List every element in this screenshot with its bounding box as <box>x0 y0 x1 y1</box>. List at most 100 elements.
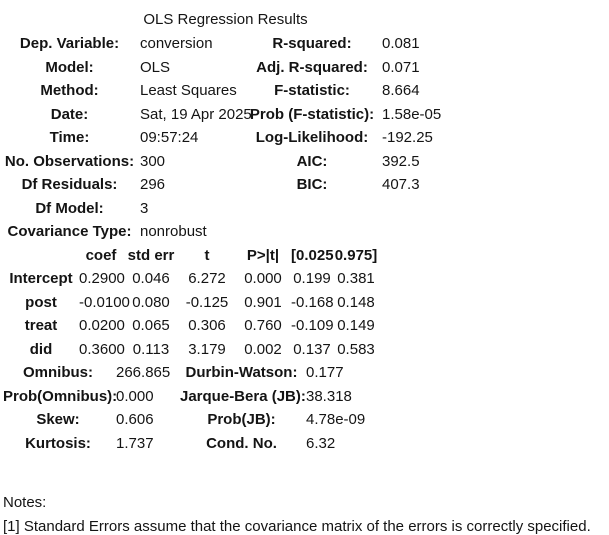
coef-value: -0.0100 <box>79 293 130 311</box>
stat-label: Df Residuals: <box>21 176 118 193</box>
stat-label <box>246 197 378 221</box>
summary-table: Dep. Variable: conversion R-squared: 0.0… <box>3 32 468 244</box>
stat-value: 407.3 <box>382 176 420 193</box>
coef-value: 0.3600 <box>79 340 125 358</box>
stat-label: Model: <box>45 58 94 76</box>
notes-heading: Notes: <box>3 494 47 511</box>
stat-label: Omnibus: <box>23 364 93 381</box>
ci-high-header: 0.975] <box>334 246 378 264</box>
stat-value <box>378 220 468 244</box>
p-value: 0.000 <box>244 270 282 287</box>
stat-label: BIC: <box>296 176 328 193</box>
summary-row: Df Model: 3 <box>3 197 468 221</box>
notes-section: Notes: [1] Standard Errors assume that t… <box>3 491 609 535</box>
stat-value: 0.606 <box>116 411 154 428</box>
stat-label: Adj. R-squared: <box>256 58 368 76</box>
diagnostics-row: Skew: 0.606 Prob(JB): 4.78e-09 <box>3 408 375 432</box>
stat-label: R-squared: <box>272 35 352 52</box>
stat-label: Dep. Variable: <box>19 35 120 52</box>
stat-label: Skew: <box>36 411 80 428</box>
stat-label: Durbin-Watson: <box>185 364 298 381</box>
t-value: 3.179 <box>188 340 226 358</box>
stat-label: Prob (F-statistic): <box>249 105 375 123</box>
stat-label: Cond. No. <box>206 434 277 452</box>
report-title: OLS Regression Results <box>143 11 308 28</box>
std-err-value: 0.113 <box>132 340 170 358</box>
stat-label: Prob(Omnibus): <box>3 387 118 405</box>
t-header: t <box>204 246 210 264</box>
coefficient-row: treat 0.0200 0.065 0.306 0.760 -0.109 0.… <box>3 314 379 338</box>
coefficient-row: post -0.0100 0.080 -0.125 0.901 -0.168 0… <box>3 291 379 315</box>
coef-value: 0.0200 <box>79 317 125 334</box>
coefficients-table: coef std err t P>|t| [0.025 0.975] Inter… <box>3 244 379 362</box>
regressor-name: treat <box>24 317 58 334</box>
coef-value: 0.2900 <box>79 270 125 287</box>
regressor-name: post <box>25 293 57 311</box>
stat-value: 0.081 <box>382 35 420 52</box>
p-value: 0.002 <box>244 340 282 358</box>
stat-label: No. Observations: <box>4 152 135 170</box>
ci-low-value: 0.137 <box>293 340 331 358</box>
stat-value: 8.664 <box>382 82 420 99</box>
std-err-value: 0.065 <box>132 317 170 334</box>
stat-label: Df Model: <box>35 199 104 217</box>
summary-row: Time: 09:57:24 Log-Likelihood: -192.25 <box>3 126 468 150</box>
ci-low-value: -0.168 <box>291 293 334 311</box>
stat-value: 6.32 <box>306 434 336 452</box>
stat-value: nonrobust <box>140 223 207 240</box>
stat-value <box>378 197 468 221</box>
stat-label: Method: <box>40 82 99 99</box>
stat-value: -192.25 <box>382 129 433 146</box>
stat-value: 1.737 <box>116 434 154 452</box>
stat-label: F-statistic: <box>274 82 350 99</box>
diagnostics-row: Kurtosis: 1.737 Cond. No. 6.32 <box>3 432 375 456</box>
coefficient-row: Intercept 0.2900 0.046 6.272 0.000 0.199… <box>3 267 379 291</box>
stat-label: Kurtosis: <box>25 434 91 452</box>
stat-value: 4.78e-09 <box>306 411 366 428</box>
ci-low-value: 0.199 <box>293 270 331 287</box>
summary-row: Date: Sat, 19 Apr 2025 Prob (F-statistic… <box>3 103 468 127</box>
std-err-value: 0.080 <box>132 293 170 311</box>
regressor-name: Intercept <box>9 270 73 287</box>
stat-label: Log-Likelihood: <box>255 129 369 146</box>
ci-high-value: 0.149 <box>337 317 375 334</box>
note-item: [1] Standard Errors assume that the cova… <box>3 517 591 535</box>
stat-value: 266.865 <box>116 364 171 381</box>
stat-value: conversion <box>140 35 213 52</box>
t-value: 6.272 <box>188 270 226 287</box>
stat-value: 300 <box>140 152 166 170</box>
stat-value: Sat, 19 Apr 2025 <box>140 105 252 123</box>
coef-header-empty <box>3 244 79 268</box>
stat-label: Date: <box>50 105 89 123</box>
stat-label: Time: <box>49 129 90 146</box>
stat-value: 1.58e-05 <box>382 105 442 123</box>
p-value: 0.901 <box>244 293 282 311</box>
diagnostics-row: Omnibus: 266.865 Durbin-Watson: 0.177 <box>3 361 375 385</box>
summary-row: No. Observations: 300 AIC: 392.5 <box>3 150 468 174</box>
ci-high-value: 0.381 <box>337 270 375 287</box>
stat-value: 392.5 <box>382 152 420 170</box>
stat-value: 3 <box>140 199 149 217</box>
coef-header: coef <box>85 246 117 264</box>
summary-row: Model: OLS Adj. R-squared: 0.071 <box>3 56 468 80</box>
stat-label: Jarque-Bera (JB): <box>180 387 306 405</box>
diagnostics-table: Omnibus: 266.865 Durbin-Watson: 0.177 Pr… <box>3 361 375 455</box>
ci-high-value: 0.148 <box>337 293 375 311</box>
stat-label: AIC: <box>296 152 328 170</box>
coefficient-row: did 0.3600 0.113 3.179 0.002 0.137 0.583 <box>3 338 379 362</box>
coefficients-header-row: coef std err t P>|t| [0.025 0.975] <box>3 244 379 268</box>
ci-high-value: 0.583 <box>337 340 375 358</box>
stat-value: OLS <box>140 58 171 76</box>
stat-value: 09:57:24 <box>140 129 199 146</box>
summary-row: Dep. Variable: conversion R-squared: 0.0… <box>3 32 468 56</box>
stat-value: Least Squares <box>140 82 237 99</box>
stat-value: 296 <box>140 176 166 193</box>
diagnostics-row: Prob(Omnibus): 0.000 Jarque-Bera (JB): 3… <box>3 385 375 409</box>
summary-row: Method: Least Squares F-statistic: 8.664 <box>3 79 468 103</box>
std-err-value: 0.046 <box>132 270 170 287</box>
stat-value: 0.177 <box>306 364 344 381</box>
stat-label: Covariance Type: <box>7 223 132 240</box>
t-value: -0.125 <box>185 293 229 311</box>
summary-row: Covariance Type: nonrobust <box>3 220 468 244</box>
